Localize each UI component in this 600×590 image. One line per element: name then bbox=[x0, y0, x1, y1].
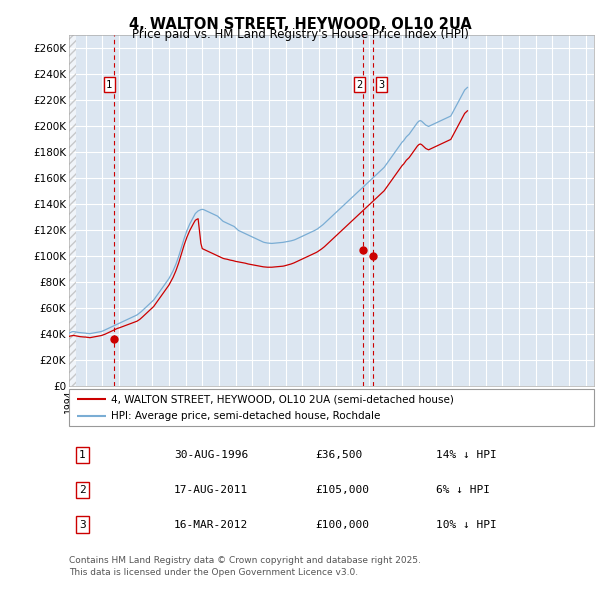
Text: 4, WALTON STREET, HEYWOOD, OL10 2UA: 4, WALTON STREET, HEYWOOD, OL10 2UA bbox=[128, 17, 472, 31]
Text: 4, WALTON STREET, HEYWOOD, OL10 2UA (semi-detached house): 4, WALTON STREET, HEYWOOD, OL10 2UA (sem… bbox=[111, 394, 454, 404]
Bar bbox=[69, 35, 76, 386]
Text: 1: 1 bbox=[79, 450, 86, 460]
Text: 17-AUG-2011: 17-AUG-2011 bbox=[174, 484, 248, 494]
Text: Price paid vs. HM Land Registry's House Price Index (HPI): Price paid vs. HM Land Registry's House … bbox=[131, 28, 469, 41]
Text: 2: 2 bbox=[79, 484, 86, 494]
Text: 1: 1 bbox=[106, 80, 112, 90]
Text: HPI: Average price, semi-detached house, Rochdale: HPI: Average price, semi-detached house,… bbox=[111, 411, 380, 421]
Text: Contains HM Land Registry data © Crown copyright and database right 2025.: Contains HM Land Registry data © Crown c… bbox=[69, 556, 421, 565]
Text: This data is licensed under the Open Government Licence v3.0.: This data is licensed under the Open Gov… bbox=[69, 568, 358, 576]
Text: 30-AUG-1996: 30-AUG-1996 bbox=[174, 450, 248, 460]
Text: £36,500: £36,500 bbox=[316, 450, 363, 460]
Text: 2: 2 bbox=[356, 80, 362, 90]
Text: 10% ↓ HPI: 10% ↓ HPI bbox=[437, 520, 497, 530]
Text: £100,000: £100,000 bbox=[316, 520, 370, 530]
Text: 14% ↓ HPI: 14% ↓ HPI bbox=[437, 450, 497, 460]
Text: £105,000: £105,000 bbox=[316, 484, 370, 494]
Text: 3: 3 bbox=[379, 80, 385, 90]
Text: 6% ↓ HPI: 6% ↓ HPI bbox=[437, 484, 491, 494]
Text: 16-MAR-2012: 16-MAR-2012 bbox=[174, 520, 248, 530]
FancyBboxPatch shape bbox=[69, 389, 594, 426]
Text: 3: 3 bbox=[79, 520, 86, 530]
